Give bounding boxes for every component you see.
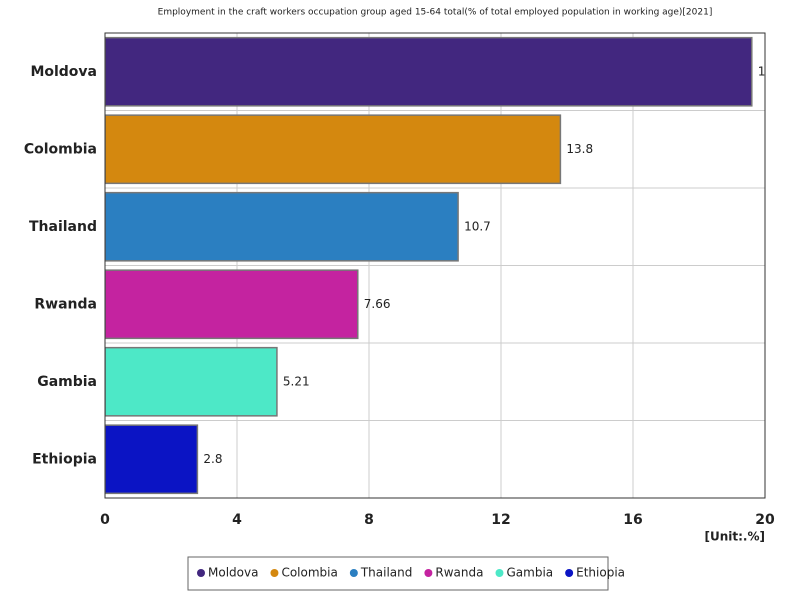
bar — [105, 346, 278, 417]
legend-box — [187, 556, 609, 591]
y-tick-label: Gambia — [37, 374, 97, 390]
unit-label: [Unit:.%] — [705, 530, 766, 544]
y-tick-label: Colombia — [24, 141, 97, 157]
legend-marker — [349, 569, 358, 577]
value-label: 10.7 — [464, 219, 491, 233]
x-tick-label: 4 — [232, 512, 242, 528]
bar — [105, 424, 199, 495]
x-tick-label: 20 — [755, 512, 775, 528]
y-tick-label: Rwanda — [34, 296, 97, 312]
value-label: 5.21 — [283, 374, 310, 388]
y-tick-label: Moldova — [30, 64, 97, 80]
value-label: 19.6 — [758, 64, 785, 78]
legend: Moldova Colombia Thailand Rwanda Gambia Ethio… — [197, 566, 625, 580]
legend-label: Thailand — [360, 566, 413, 580]
legend-label: Colombia — [281, 566, 337, 580]
x-tick-label: 16 — [623, 512, 642, 528]
value-label: 2.8 — [203, 452, 222, 466]
legend-label: Gambia — [506, 566, 553, 580]
x-tick-label: 0 — [100, 512, 110, 528]
y-tick-label: Thailand — [29, 219, 97, 235]
legend-label: Rwanda — [435, 566, 483, 580]
bar — [105, 114, 562, 185]
value-label: 13.8 — [566, 142, 593, 156]
bar — [105, 269, 359, 340]
chart-title: Employment in the craft workers occupati… — [158, 8, 713, 18]
legend-label: Ethiopia — [576, 566, 625, 580]
plot-frame — [104, 32, 766, 499]
x-tick-label: 8 — [364, 512, 374, 528]
bar — [105, 191, 459, 262]
legend-marker — [495, 569, 504, 577]
legend-marker — [270, 569, 279, 577]
legend-marker — [565, 569, 574, 577]
legend-marker — [424, 569, 433, 577]
legend-marker — [197, 569, 205, 577]
bar — [105, 36, 753, 107]
y-tick-label: Ethiopia — [32, 451, 97, 467]
value-label: 7.66 — [364, 297, 391, 311]
legend-label: Moldova — [208, 566, 258, 580]
plot-area: 19.6 13.8 10.7 7.66 5.21 2.8 — [105, 33, 785, 498]
x-tick-label: 12 — [491, 512, 510, 528]
